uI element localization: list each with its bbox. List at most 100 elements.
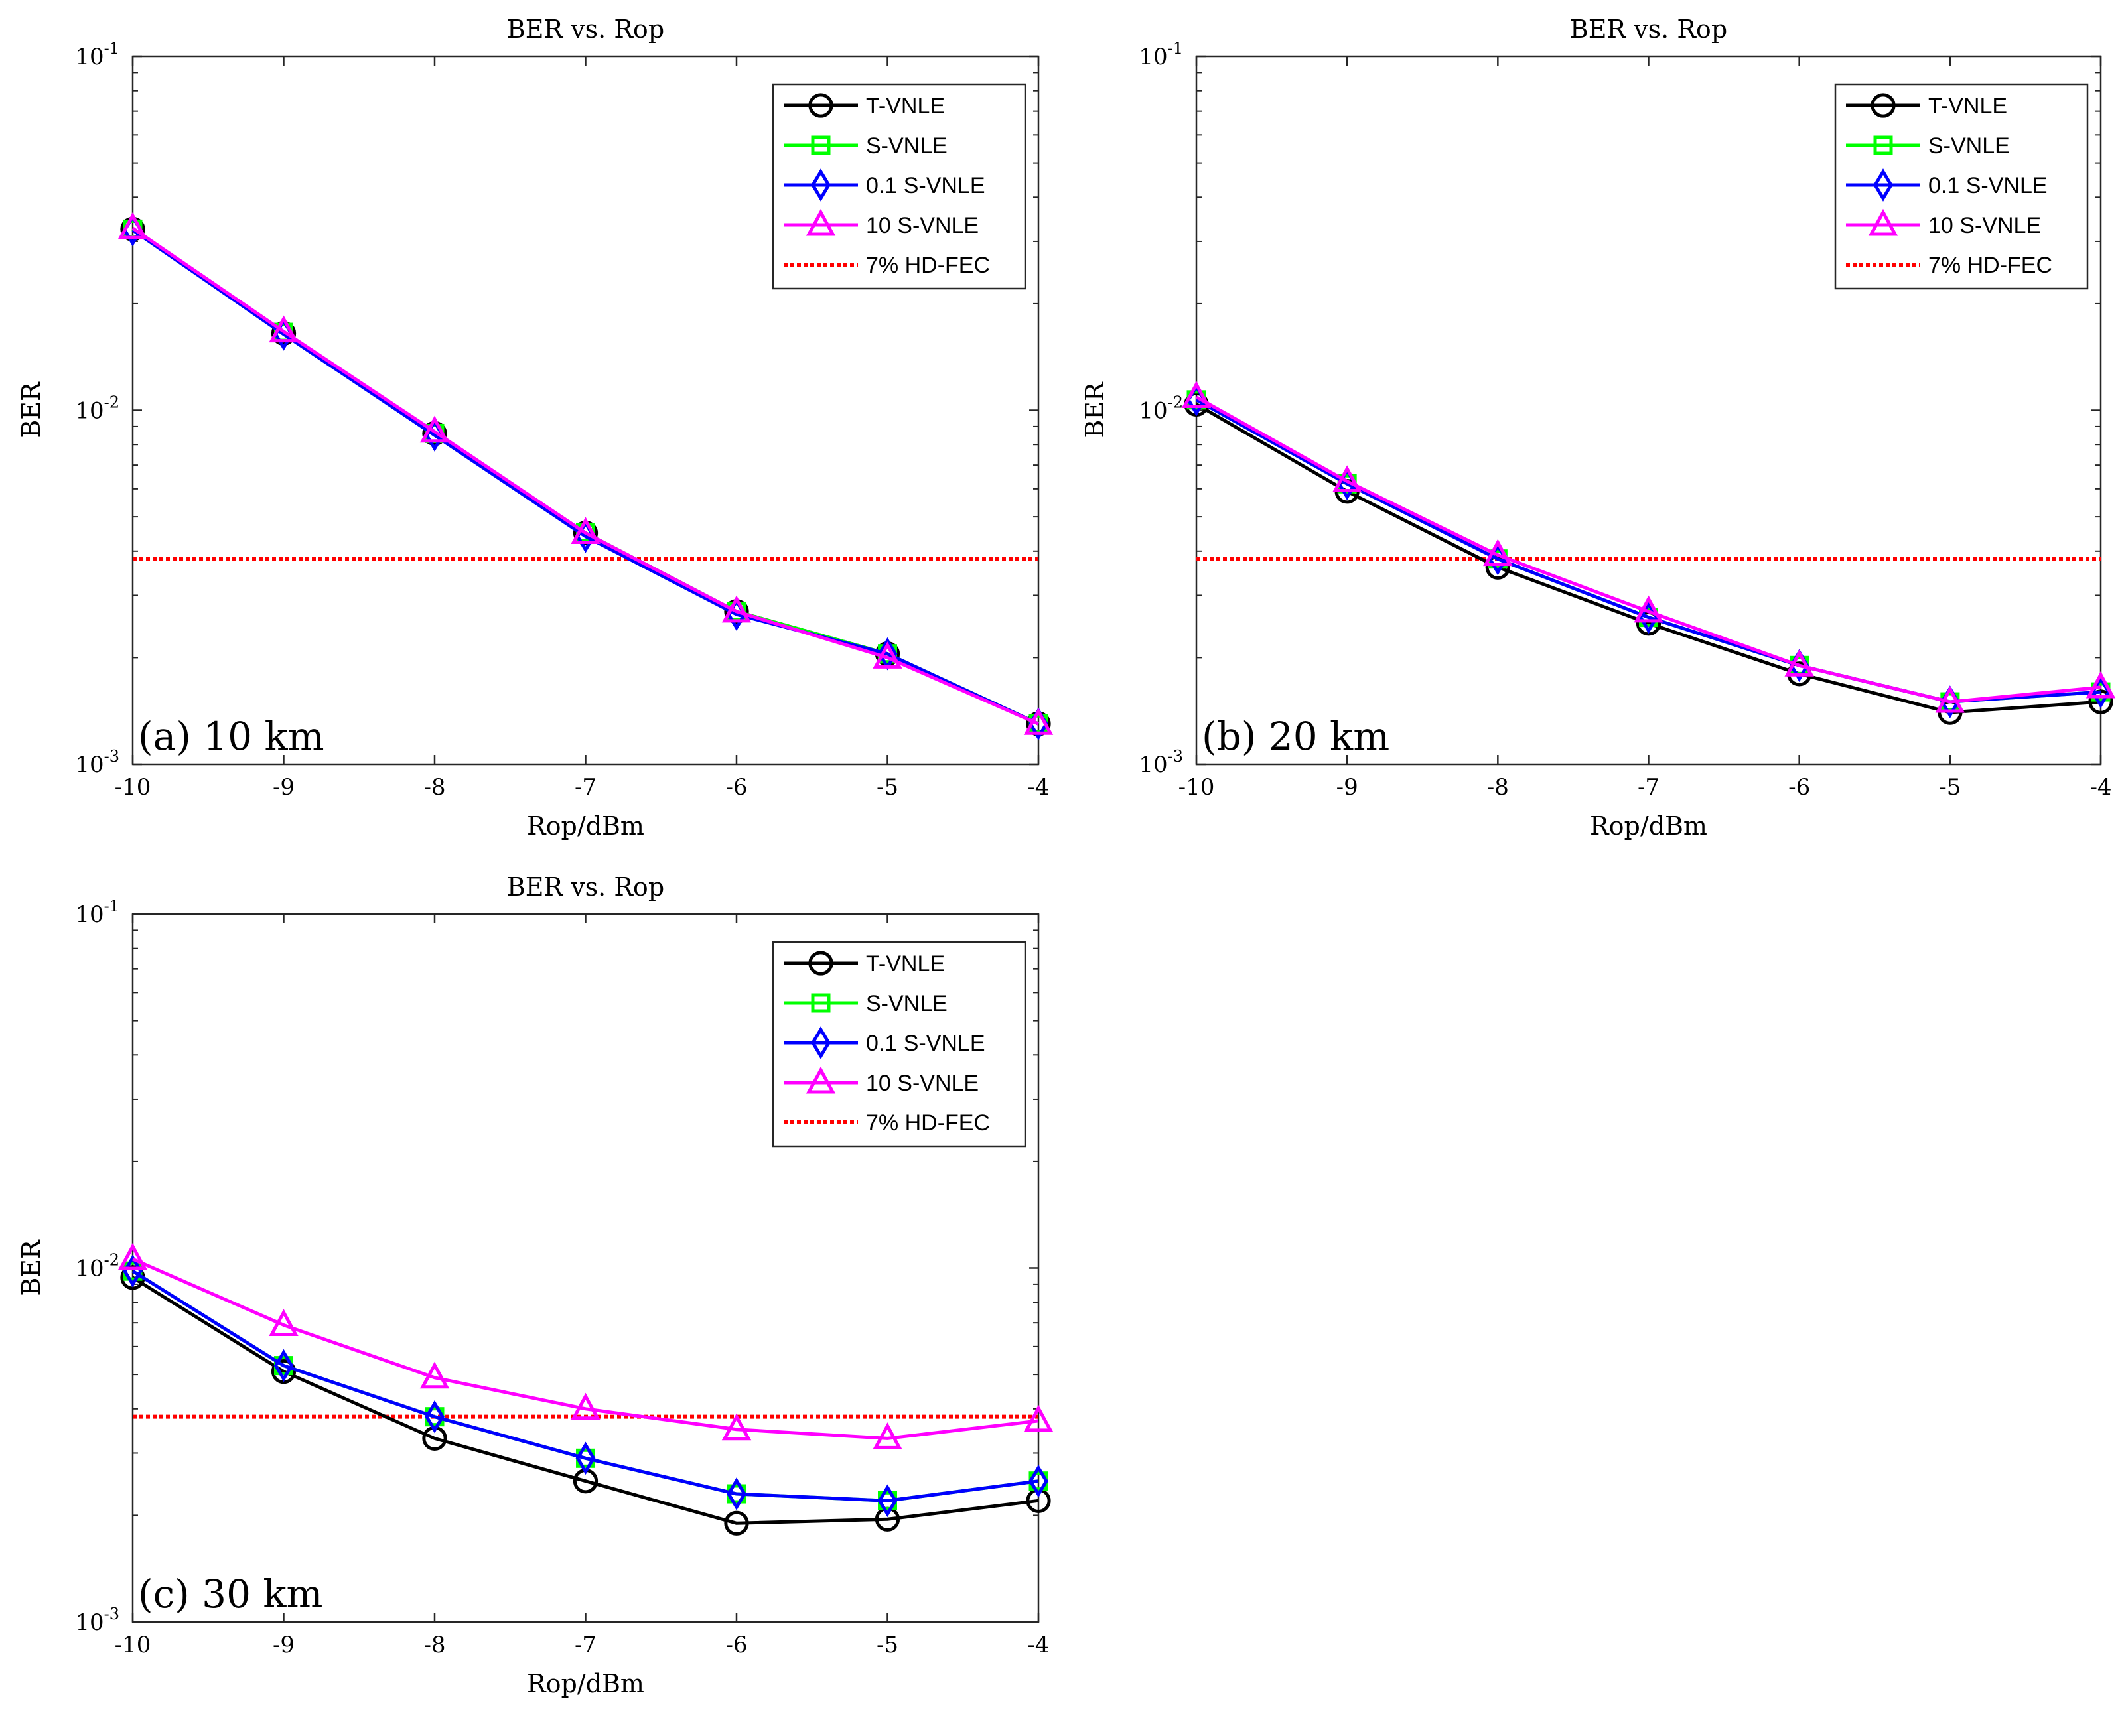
y-tick-base: 10 [75, 1256, 104, 1282]
x-tick-label: -10 [115, 774, 151, 801]
legend-marker [1871, 93, 1896, 118]
data-point [571, 517, 601, 545]
data-point [877, 1484, 898, 1518]
series-line [131, 1276, 1039, 1525]
x-tick-label: -7 [575, 774, 597, 801]
data-point [1023, 707, 1054, 735]
x-tick-label: -7 [1638, 774, 1660, 801]
legend-label: T-VNLE [866, 951, 945, 976]
y-tick-label: 10-2 [1139, 393, 1183, 425]
y-tick-exponent: -2 [104, 1251, 119, 1270]
y-tick-label: 10-2 [75, 393, 119, 425]
legend-marker [1873, 168, 1893, 202]
series-10-s-vnle [1181, 381, 2116, 713]
data-point [269, 1309, 299, 1336]
legend-item: 0.1 S-VNLE [784, 168, 985, 202]
legend-label: 0.1 S-VNLE [866, 1031, 985, 1056]
legend-label: 10 S-VNLE [866, 1071, 979, 1096]
y-tick-label: 10-1 [1139, 39, 1183, 70]
legend-item: 10 S-VNLE [784, 208, 979, 238]
legend-label: 7% HD-FEC [866, 253, 990, 278]
chart-title: BER vs. Rop [1570, 15, 1727, 44]
data-point [419, 1361, 450, 1389]
legend-label: 10 S-VNLE [866, 213, 979, 238]
legend-item: T-VNLE [784, 951, 945, 976]
x-tick-label: -4 [2089, 774, 2111, 801]
x-tick-label: -5 [877, 774, 898, 801]
panel-label: (b) 20 km [1202, 714, 1389, 759]
x-axis-label: Rop/dBm [527, 811, 644, 840]
legend: T-VNLE S-VNLE 0.1 S-VNLE 10 S-VNLE 7% HD-FEC [772, 941, 1026, 1148]
series-line [131, 1257, 1039, 1440]
legend-item: 7% HD-FEC [1846, 253, 2052, 278]
panel-label: (c) 30 km [138, 1571, 323, 1617]
data-point [1935, 685, 1965, 713]
data-point [873, 1422, 902, 1449]
data-point [1181, 381, 1212, 409]
y-tick-label: 10-3 [75, 747, 119, 778]
series-line [1195, 395, 2101, 704]
series-line [131, 226, 1040, 726]
y-axis-label: BER [17, 1239, 46, 1296]
data-point [269, 315, 299, 343]
y-tick-exponent: -1 [104, 39, 119, 58]
x-tick-label: -4 [1027, 1632, 1049, 1658]
y-tick-base: 10 [75, 901, 104, 928]
x-tick-label: -10 [115, 1632, 151, 1658]
legend-marker [811, 993, 831, 1013]
chart-title: BER vs. Rop [507, 15, 664, 44]
legend-item: 7% HD-FEC [784, 1110, 990, 1136]
data-point [721, 595, 752, 623]
legend-label: S-VNLE [1928, 133, 2010, 159]
series-line [131, 228, 1040, 726]
data-point [1028, 1464, 1048, 1498]
data-point [117, 1242, 148, 1270]
legend-label: 7% HD-FEC [1928, 253, 2052, 278]
legend-marker [808, 951, 833, 976]
data-point [721, 1413, 752, 1441]
legend-marker [811, 1026, 831, 1059]
chart-title: BER vs. Rop [507, 872, 664, 901]
data-point [727, 1477, 746, 1510]
y-axis-label: BER [1080, 381, 1109, 438]
x-tick-label: -9 [273, 774, 295, 801]
x-tick-label: -8 [423, 1632, 445, 1658]
series-10-s-vnle [117, 1242, 1054, 1449]
y-tick-label: 10-1 [75, 39, 119, 70]
legend-item: T-VNLE [784, 93, 945, 119]
legend-item: 7% HD-FEC [784, 253, 990, 278]
legend-marker [811, 135, 831, 155]
data-point [1784, 649, 1814, 677]
legend-item: 0.1 S-VNLE [784, 1026, 985, 1059]
legend-label: 10 S-VNLE [1928, 213, 2041, 238]
legend-item: 10 S-VNLE [1846, 208, 2041, 238]
data-point [1634, 595, 1663, 623]
data-point [1023, 1404, 1054, 1432]
legend-label: S-VNLE [866, 133, 948, 159]
y-tick-label: 10-3 [75, 1605, 119, 1636]
x-tick-label: -7 [575, 1632, 597, 1658]
x-tick-label: -6 [725, 774, 747, 801]
data-point [571, 1392, 601, 1420]
y-tick-exponent: -1 [104, 897, 119, 915]
data-point [1332, 465, 1362, 493]
legend: T-VNLE S-VNLE 0.1 S-VNLE 10 S-VNLE 7% HD-FEC [772, 83, 1026, 290]
data-point [575, 1441, 596, 1475]
y-tick-exponent: -3 [104, 747, 119, 766]
legend-marker [808, 93, 833, 118]
x-tick-label: -5 [1939, 774, 1961, 801]
x-tick-label: -4 [1027, 774, 1049, 801]
x-tick-label: -8 [1487, 774, 1509, 801]
data-point [2086, 671, 2116, 699]
legend-item: 0.1 S-VNLE [1846, 168, 2048, 202]
data-point [419, 415, 450, 443]
legend-marker [1873, 135, 1893, 155]
data-point [273, 1349, 294, 1382]
y-tick-base: 10 [1139, 752, 1167, 778]
x-axis-label: Rop/dBm [527, 1669, 644, 1698]
data-point [2088, 689, 2113, 714]
x-tick-label: -10 [1178, 774, 1215, 801]
legend-marker [806, 1066, 836, 1094]
